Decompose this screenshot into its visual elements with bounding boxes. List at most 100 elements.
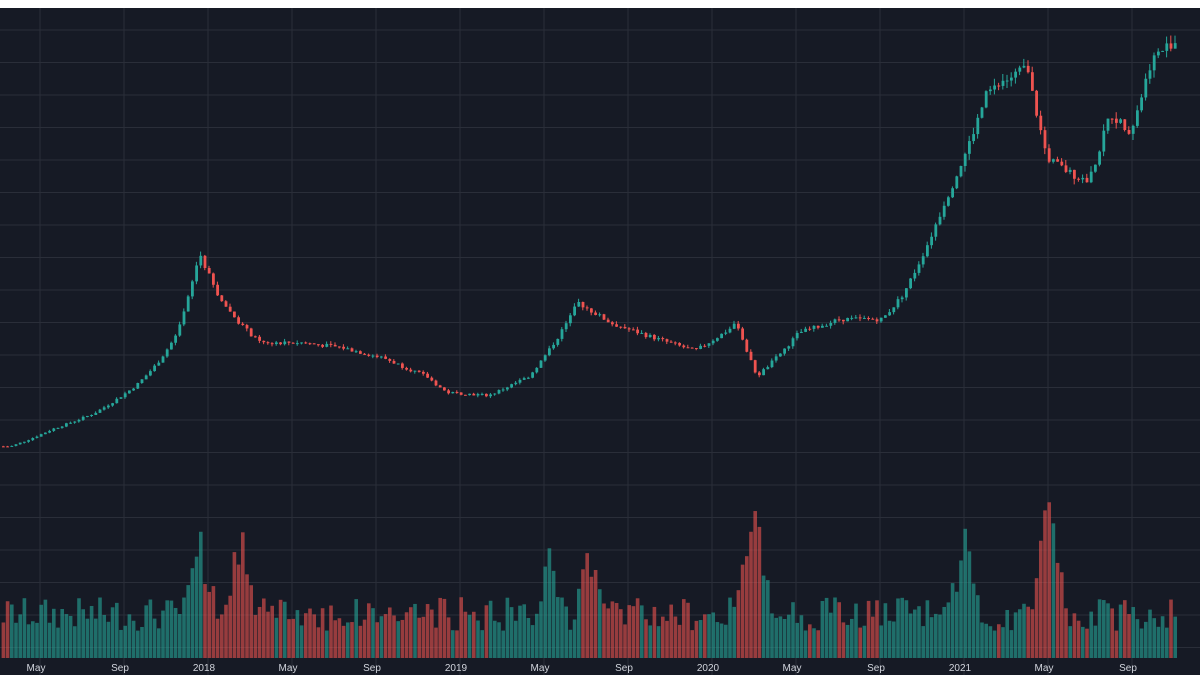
candle-body <box>863 318 866 320</box>
candle-body <box>157 362 161 366</box>
candle-body <box>493 393 497 395</box>
candle-body <box>762 369 765 376</box>
volume-bar <box>766 580 770 658</box>
volume-bar <box>56 627 60 658</box>
candle-body <box>111 403 114 406</box>
volume-bar <box>1160 616 1165 658</box>
candle-body <box>644 332 648 338</box>
volume-bar <box>803 630 808 658</box>
candle-body <box>233 311 236 318</box>
volume-bar <box>442 598 447 658</box>
volume-bar <box>455 630 459 658</box>
candle-body <box>245 325 249 329</box>
candle-body <box>480 393 484 395</box>
volume-bars <box>1 502 1177 658</box>
candle-body <box>254 336 257 338</box>
candle-body <box>1157 51 1160 56</box>
price-chart[interactable]: May Sep 2018 May Sep 2019 May Sep 2020 May Sep 2021… <box>0 8 1200 675</box>
candle-body <box>1115 118 1118 123</box>
volume-bar <box>388 607 392 658</box>
volume-bar <box>245 574 249 658</box>
candle-body <box>569 315 572 324</box>
candle-body <box>380 356 383 358</box>
x-axis: May Sep 2018 May Sep 2019 May Sep 2020 May Sep 2021… <box>27 663 1138 674</box>
volume-bar <box>1013 612 1018 658</box>
volume-bar <box>1165 627 1169 658</box>
candle-body <box>707 343 711 346</box>
candle-body <box>102 407 106 410</box>
candle-body <box>816 325 820 328</box>
candle-body <box>699 345 702 349</box>
candle-body <box>119 397 123 399</box>
candle-body <box>123 393 127 398</box>
volume-bar <box>1127 614 1131 658</box>
x-tick-label: Sep <box>867 663 885 674</box>
candle-body <box>573 306 576 316</box>
chart-canvas[interactable]: May Sep 2018 May Sep 2019 May Sep 2020 May Sep 2021… <box>0 8 1200 675</box>
volume-bar <box>102 614 106 658</box>
volume-bar <box>10 604 14 658</box>
candle-body <box>577 301 581 307</box>
candle-body <box>989 89 992 92</box>
volume-bar <box>560 597 564 658</box>
candle-body <box>279 342 282 345</box>
volume-bar <box>1131 607 1135 658</box>
volume-bar <box>770 613 774 658</box>
candle-body <box>98 409 102 413</box>
candle-body <box>165 349 169 357</box>
candle-body <box>283 341 287 345</box>
volume-bar <box>988 626 993 658</box>
candle-body <box>451 391 455 394</box>
candle-body <box>543 355 547 361</box>
volume-bar <box>110 607 115 658</box>
candle-body <box>149 371 152 376</box>
candle-body <box>1110 118 1114 120</box>
candle-body <box>367 354 371 356</box>
candle-body <box>48 430 51 433</box>
volume-bar <box>312 614 316 658</box>
candle-body <box>464 394 467 396</box>
candle-body <box>611 322 614 325</box>
volume-bar <box>211 586 216 658</box>
volume-bar <box>522 604 526 658</box>
volume-bar <box>1001 627 1005 658</box>
candle-body <box>963 153 967 166</box>
volume-bar <box>304 613 308 658</box>
candle-body <box>993 85 996 90</box>
volume-bar <box>425 604 430 658</box>
candle-body <box>875 319 879 322</box>
volume-bar <box>745 556 749 658</box>
candle-body <box>270 343 274 345</box>
candle-body <box>976 117 980 135</box>
volume-bar <box>509 607 514 658</box>
volume-bar <box>165 600 169 658</box>
volume-bar <box>761 575 766 658</box>
candle-body <box>438 385 442 388</box>
volume-bar <box>178 613 182 658</box>
candle-body <box>31 437 35 441</box>
candle-body <box>690 347 694 349</box>
volume-bar <box>921 626 925 658</box>
volume-bar <box>404 612 409 658</box>
candle-body <box>405 367 408 370</box>
volume-bar <box>299 625 304 658</box>
volume-bar <box>547 548 552 658</box>
volume-bar <box>1114 630 1119 658</box>
candle-body <box>900 297 904 300</box>
candle-body <box>594 312 597 315</box>
volume-bar <box>677 624 682 658</box>
candle-body <box>27 440 30 442</box>
candle-body <box>237 317 240 324</box>
candle-body <box>73 421 77 423</box>
chart-grid <box>0 8 1200 675</box>
volume-bar <box>707 614 711 658</box>
volume-bar <box>980 622 984 658</box>
volume-bar <box>824 597 829 658</box>
candle-body <box>115 398 119 404</box>
volume-bar <box>816 630 820 658</box>
candle-body <box>674 342 677 344</box>
candle-body <box>329 343 333 345</box>
volume-bar <box>967 551 972 658</box>
volume-bar <box>514 620 518 658</box>
volume-bar <box>929 617 934 658</box>
